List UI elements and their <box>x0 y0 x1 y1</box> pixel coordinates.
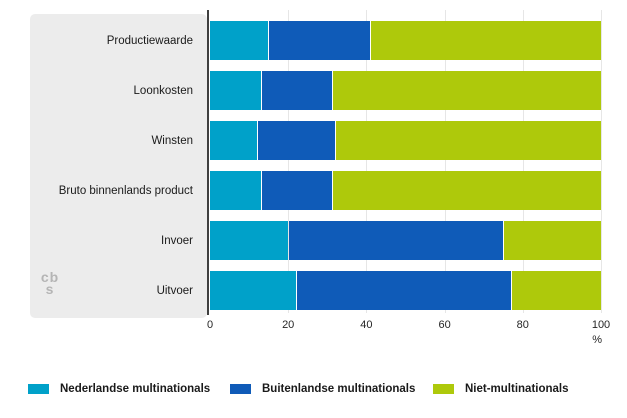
bar-row <box>210 121 601 160</box>
x-tick-label: 40 <box>360 319 373 331</box>
gridline <box>522 10 524 313</box>
category-label: Winsten <box>151 134 193 147</box>
x-tick-label: 80 <box>516 319 529 331</box>
x-tick-label: 100 <box>591 319 611 331</box>
bar-segment[interactable] <box>503 221 601 260</box>
bar-segment[interactable] <box>371 21 601 60</box>
legend-label: Nederlandse multinationals <box>60 383 211 395</box>
legend-item[interactable]: Niet-multinationals <box>433 383 569 395</box>
legend-label: Niet-multinationals <box>465 383 569 395</box>
bar-segment[interactable] <box>336 121 601 160</box>
bar-segment[interactable] <box>296 271 511 310</box>
gridline <box>444 10 446 313</box>
bar-segment[interactable] <box>269 21 371 60</box>
cbs-logo-line1: cb <box>40 269 60 285</box>
bar-segment[interactable] <box>210 121 257 160</box>
bar-row <box>210 71 601 110</box>
gridline <box>366 10 368 313</box>
bar-segment[interactable] <box>210 71 261 110</box>
legend-swatch <box>230 384 251 394</box>
category-labels: Productiewaarde Loonkosten Winsten Bruto bi… <box>30 14 193 318</box>
x-tick-label: 20 <box>282 319 295 331</box>
legend-item[interactable]: Buitenlandse multinationals <box>230 383 415 395</box>
category-label: Loonkosten <box>133 84 193 97</box>
bar-row <box>210 171 601 210</box>
category-label: Bruto binnenlands product <box>58 184 193 197</box>
gridline <box>601 10 602 313</box>
bar-segment[interactable] <box>511 271 601 310</box>
cbs-logo-line2: s <box>45 281 55 297</box>
x-tick-label: 0 <box>206 319 214 331</box>
bar-segment[interactable] <box>332 71 601 110</box>
legend-swatch <box>433 384 454 394</box>
x-axis-unit: % <box>592 334 602 346</box>
category-label: Uitvoer <box>156 284 193 297</box>
y-axis-line <box>207 10 209 315</box>
bar-segment[interactable] <box>210 21 269 60</box>
legend: Nederlandse multinationals Buitenlandse m… <box>0 383 627 401</box>
legend-label: Buitenlandse multinationals <box>262 383 416 395</box>
plot-area <box>210 10 602 315</box>
bar-segment[interactable] <box>210 271 296 310</box>
bar-segment[interactable] <box>332 171 601 210</box>
bar-segment[interactable] <box>210 171 261 210</box>
category-label: Invoer <box>161 234 193 247</box>
bar-segment[interactable] <box>257 121 336 160</box>
category-panel <box>30 14 207 318</box>
category-label: Productiewaarde <box>106 34 193 47</box>
bar-segment[interactable] <box>261 171 332 210</box>
cbs-logo: cb s <box>36 269 64 297</box>
bar-segment[interactable] <box>261 71 332 110</box>
gridline <box>288 10 290 313</box>
x-tick-label: 60 <box>438 319 451 331</box>
x-axis: 0 20 40 60 80 100 <box>206 319 610 333</box>
bar-row <box>210 221 601 260</box>
bar-row <box>210 271 601 310</box>
bar-segment[interactable] <box>210 221 288 260</box>
bar-segment[interactable] <box>288 221 503 260</box>
legend-swatch <box>28 384 49 394</box>
bar-row <box>210 21 601 60</box>
legend-item[interactable]: Nederlandse multinationals <box>28 383 210 395</box>
